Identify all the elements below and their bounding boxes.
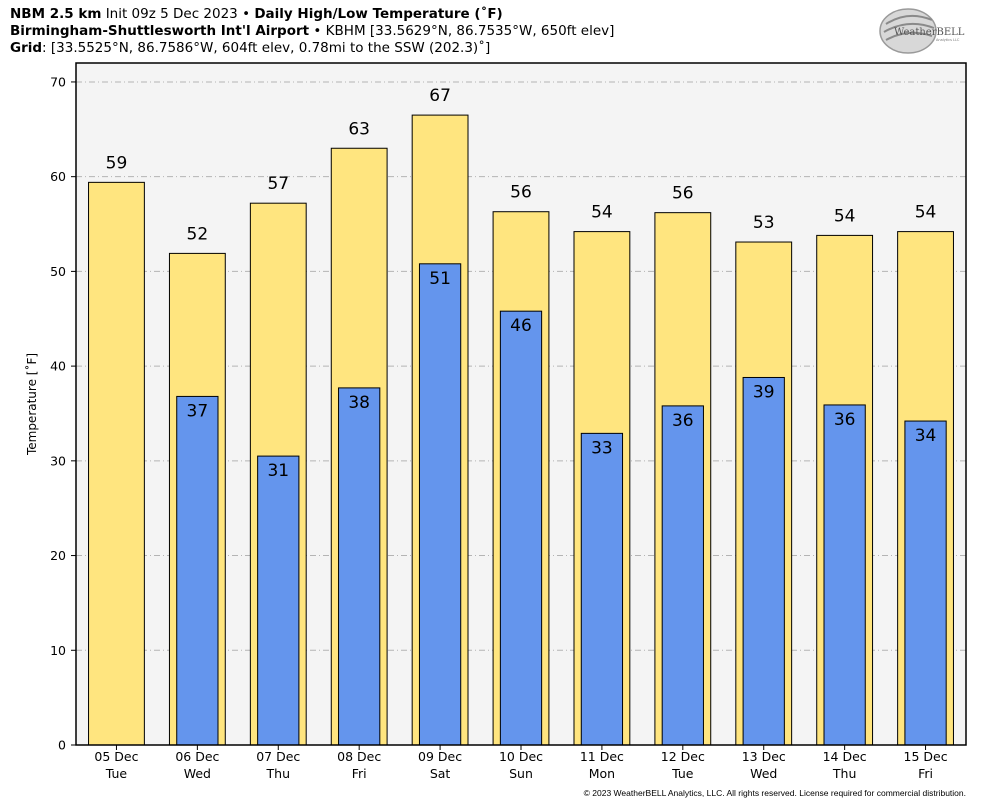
x-tick-date-label: 14 Dec (823, 749, 867, 764)
low-temp-bar (823, 404, 866, 746)
logo-subtext: Analytics LLC (936, 38, 960, 42)
station-details: KBHM [33.5629°N, 86.7535°W, 650ft elev] (325, 23, 615, 39)
high-temp-label: 53 (753, 213, 775, 233)
low-temp-label: 37 (187, 401, 209, 421)
x-tick-day-label: Thu (832, 766, 856, 781)
high-temp-label: 54 (834, 206, 856, 226)
high-temp-label: 56 (672, 184, 694, 204)
low-temp-label: 34 (915, 426, 937, 446)
x-tick-day-label: Wed (750, 766, 777, 781)
separator: • (313, 23, 322, 39)
low-temp-bar (176, 395, 219, 746)
chart-title-line: NBM 2.5 km Init 09z 5 Dec 2023 • Daily H… (10, 6, 503, 23)
low-temp-label: 31 (267, 461, 289, 481)
station-name: Birmingham-Shuttlesworth Int'l Airport (10, 23, 310, 39)
low-temp-label: 36 (672, 411, 694, 431)
y-tick-label: 70 (50, 74, 66, 89)
grid-line: Grid: [33.5525°N, 86.7586°W, 604ft elev,… (10, 40, 490, 57)
x-tick-date-label: 05 Dec (94, 749, 138, 764)
station-line: Birmingham-Shuttlesworth Int'l Airport •… (10, 23, 614, 40)
high-temp-label: 63 (348, 119, 370, 139)
plot-frame (75, 62, 967, 746)
y-tick-label: 10 (50, 643, 66, 658)
init-time: Init 09z 5 Dec 2023 (105, 6, 238, 22)
high-temp-label: 56 (510, 183, 532, 203)
low-temp-label: 46 (510, 316, 532, 336)
low-temp-bar (580, 432, 624, 746)
x-tick-day-label: Fri (918, 766, 933, 781)
x-tick-date-label: 12 Dec (661, 749, 705, 764)
low-temp-label: 33 (591, 438, 613, 458)
x-tick-day-label: Fri (352, 766, 367, 781)
x-tick-date-label: 15 Dec (904, 749, 948, 764)
product-name: Daily High/Low Temperature (˚F) (254, 6, 503, 22)
high-temp-label: 59 (106, 153, 128, 173)
x-tick-date-label: 07 Dec (256, 749, 300, 764)
low-temp-bar (742, 376, 785, 746)
y-tick-label: 0 (58, 738, 66, 753)
x-tick-day-label: Tue (671, 766, 694, 781)
low-temp-bar (904, 420, 947, 746)
x-tick-day-label: Wed (184, 766, 211, 781)
low-temp-bar (661, 405, 704, 746)
high-temp-label: 54 (915, 203, 937, 223)
x-tick-date-label: 06 Dec (175, 749, 219, 764)
copyright-notice: © 2023 WeatherBELL Analytics, LLC. All r… (583, 788, 966, 798)
x-tick-day-label: Sat (430, 766, 451, 781)
grid-label: Grid (10, 40, 43, 56)
separator: • (242, 6, 251, 22)
weatherbell-logo: WeatherBELL Analytics LLC (879, 8, 965, 54)
y-tick-label: 50 (50, 264, 66, 279)
x-tick-day-label: Mon (589, 766, 615, 781)
low-temp-label: 51 (429, 269, 451, 289)
low-temp-bar (338, 387, 381, 746)
x-tick-date-label: 08 Dec (337, 749, 381, 764)
low-temp-bar (257, 455, 300, 746)
y-axis-label: Temperature [˚F] (24, 353, 39, 456)
x-tick-date-label: 11 Dec (580, 749, 624, 764)
x-tick-date-label: 13 Dec (742, 749, 786, 764)
low-temp-bar (418, 263, 462, 746)
x-tick-day-label: Thu (266, 766, 290, 781)
y-tick-label: 30 (50, 453, 66, 468)
low-temp-label: 36 (834, 410, 856, 430)
y-tick-label: 40 (50, 359, 66, 374)
high-temp-bar (88, 181, 145, 746)
model-name: NBM 2.5 km (10, 6, 102, 22)
high-temp-label: 57 (267, 174, 289, 194)
low-temp-label: 39 (753, 382, 775, 402)
x-tick-date-label: 10 Dec (499, 749, 543, 764)
y-tick-label: 60 (50, 169, 66, 184)
x-tick-date-label: 09 Dec (418, 749, 462, 764)
x-tick-day-label: Tue (105, 766, 128, 781)
low-temp-label: 38 (348, 393, 370, 413)
grid-details: : [33.5525°N, 86.7586°W, 604ft elev, 0.7… (42, 40, 491, 56)
high-temp-label: 67 (429, 86, 451, 106)
low-temp-bar (499, 310, 543, 746)
high-temp-label: 54 (591, 203, 613, 223)
high-temp-label: 52 (187, 224, 209, 244)
logo-wordmark: WeatherBELL (894, 27, 965, 38)
y-tick-label: 20 (50, 548, 66, 563)
x-tick-day-label: Sun (509, 766, 533, 781)
